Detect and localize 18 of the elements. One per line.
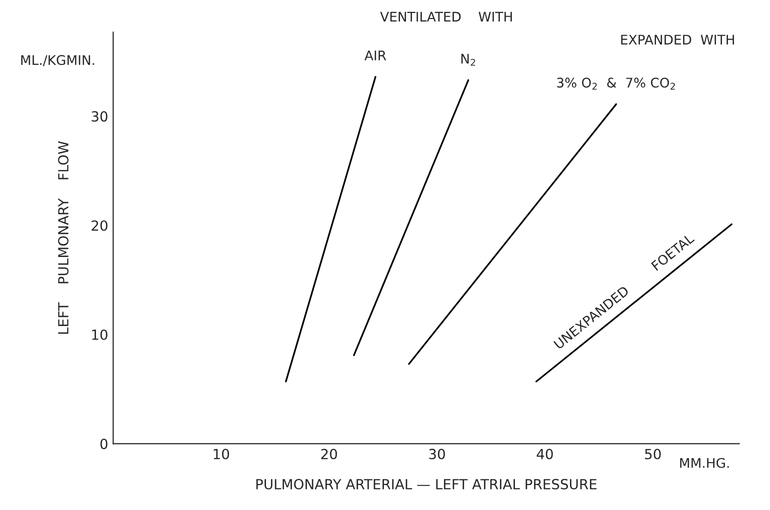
x-tick-label: 20 bbox=[321, 448, 337, 460]
x-tick-label: 30 bbox=[429, 448, 445, 460]
annotation: EXPANDED WITH bbox=[621, 34, 734, 44]
x-tick-label: 40 bbox=[536, 448, 553, 460]
y-tick-label: 20 bbox=[92, 220, 108, 231]
text: VENTILATED WITH bbox=[380, 12, 512, 22]
y-tick-label: 10 bbox=[92, 330, 108, 340]
series-label: N$_{2}$ bbox=[461, 54, 476, 66]
text: MM.HG. bbox=[680, 458, 729, 468]
text: ML./KGMIN. bbox=[21, 55, 94, 66]
y-tick-label: 30 bbox=[92, 111, 108, 122]
series-label: AIR bbox=[364, 50, 386, 60]
x-axis-title: PULMONARY ARTERIAL — LEFT ATRIAL PRESSURE bbox=[256, 478, 596, 490]
x-tick-label: 10 bbox=[214, 448, 230, 460]
x-tick-label: 50 bbox=[645, 448, 661, 460]
y-tick-label: 0 bbox=[100, 438, 108, 450]
y-axis-title: LEFT PULMONARY FLOW bbox=[58, 141, 69, 334]
series-label: 3% O$_{2}$ & 7% CO$_{2}$ bbox=[557, 78, 675, 90]
